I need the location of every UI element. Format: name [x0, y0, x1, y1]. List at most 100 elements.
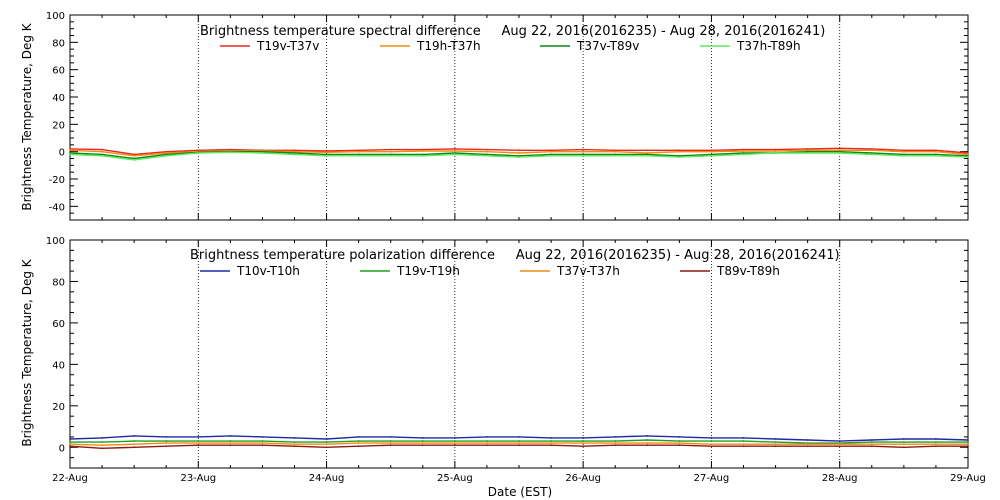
- data-point: [69, 443, 71, 446]
- y-tick-label: 60: [52, 319, 65, 330]
- x-tick-label: 29-Aug: [950, 473, 986, 484]
- data-point: [261, 150, 264, 153]
- data-point: [133, 443, 136, 446]
- data-point: [935, 154, 937, 157]
- data-point: [101, 148, 103, 151]
- data-point: [967, 441, 969, 443]
- data-point: [518, 440, 520, 442]
- data-point: [165, 436, 168, 438]
- data-point: [710, 149, 713, 152]
- data-point: [646, 442, 649, 445]
- data-point: [774, 152, 777, 154]
- x-tick-label: 26-Aug: [565, 473, 601, 484]
- data-point: [293, 150, 296, 153]
- data-point: [935, 445, 937, 448]
- data-point: [293, 441, 296, 443]
- data-point: [902, 443, 905, 446]
- data-point: [357, 436, 360, 438]
- data-point: [870, 445, 873, 448]
- data-point: [133, 446, 136, 449]
- chart0-ylabel: Brightness Temperature, Deg K: [20, 22, 34, 210]
- data-point: [838, 443, 841, 446]
- data-point: [229, 151, 232, 154]
- data-point: [678, 150, 681, 153]
- data-point: [518, 444, 520, 447]
- data-point: [293, 152, 296, 154]
- y-tick-label: 20: [52, 402, 65, 413]
- data-point: [550, 440, 552, 442]
- data-point: [229, 440, 232, 442]
- data-point: [935, 150, 937, 153]
- legend-label: T37v-T89v: [576, 39, 639, 53]
- data-point: [133, 440, 136, 442]
- data-point: [614, 440, 617, 442]
- data-point: [518, 154, 520, 157]
- data-point: [678, 154, 681, 157]
- data-point: [69, 152, 71, 154]
- data-point: [582, 440, 585, 442]
- data-point: [838, 440, 841, 442]
- data-point: [582, 150, 585, 153]
- data-point: [421, 442, 424, 445]
- data-point: [870, 153, 873, 156]
- x-tick-label: 28-Aug: [822, 473, 858, 484]
- data-point: [197, 442, 200, 445]
- data-point: [133, 157, 136, 160]
- data-point: [325, 153, 328, 156]
- data-point: [453, 153, 456, 156]
- data-point: [582, 154, 585, 157]
- data-point: [518, 156, 520, 159]
- data-point: [935, 149, 937, 152]
- data-point: [453, 150, 456, 152]
- y-tick-label: 40: [52, 360, 65, 371]
- data-point: [261, 152, 264, 154]
- legend-label: T19v-T37v: [256, 39, 319, 53]
- data-point: [165, 152, 168, 154]
- data-point: [614, 436, 617, 438]
- data-point: [453, 444, 456, 447]
- data-point: [133, 158, 136, 161]
- data-point: [742, 150, 745, 152]
- y-tick-label: 100: [46, 11, 65, 22]
- data-point: [838, 147, 841, 150]
- data-point: [197, 152, 200, 154]
- data-point: [550, 153, 552, 156]
- data-point: [325, 446, 328, 449]
- data-point: [197, 440, 200, 442]
- data-point: [486, 150, 488, 153]
- data-point: [678, 444, 681, 447]
- legend-label: T19h-T37h: [416, 39, 481, 53]
- data-point: [293, 149, 296, 152]
- data-point: [806, 150, 809, 153]
- data-point: [453, 437, 456, 439]
- data-point: [486, 148, 488, 151]
- data-point: [389, 440, 392, 442]
- data-point: [389, 154, 392, 157]
- data-point: [165, 440, 168, 442]
- data-point: [357, 445, 360, 448]
- data-point: [133, 434, 136, 437]
- data-point: [357, 154, 360, 157]
- data-point: [838, 150, 841, 153]
- data-point: [357, 153, 360, 156]
- data-point: [582, 153, 585, 156]
- data-point: [453, 152, 456, 154]
- data-point: [69, 438, 71, 440]
- data-point: [357, 150, 360, 153]
- data-point: [742, 152, 745, 154]
- data-point: [197, 436, 200, 438]
- data-point: [325, 441, 328, 443]
- chart1-ylabel: Brightness Temperature, Deg K: [20, 258, 34, 446]
- data-point: [646, 153, 649, 156]
- data-point: [774, 148, 777, 151]
- data-point: [518, 149, 520, 152]
- data-point: [710, 154, 713, 157]
- data-point: [518, 436, 520, 438]
- data-point: [967, 445, 969, 448]
- legend-label: T19v-T19h: [396, 264, 460, 278]
- data-point: [101, 150, 103, 153]
- data-point: [870, 441, 873, 443]
- data-point: [967, 443, 969, 446]
- data-point: [646, 152, 649, 154]
- data-point: [550, 149, 552, 152]
